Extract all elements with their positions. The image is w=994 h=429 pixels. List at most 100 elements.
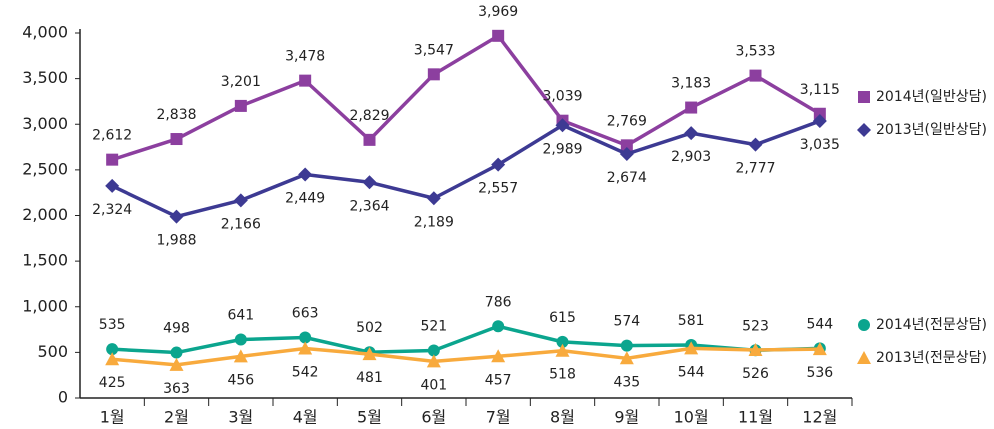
data-point [234,333,247,346]
data-label: 2,829 [349,108,389,124]
x-tick-label: 10월 [674,408,709,427]
data-point [619,146,634,161]
data-point [555,343,570,357]
x-tick-label: 1월 [100,408,125,427]
data-label: 3,969 [478,4,518,20]
data-point [170,346,183,359]
data-label: 615 [549,310,576,326]
series-line [112,346,820,367]
data-label: 581 [678,313,705,329]
data-label: 3,035 [800,137,840,153]
data-label: 544 [678,364,705,380]
data-point [298,167,313,182]
data-point [491,349,506,363]
x-tick-label: 7월 [486,408,511,427]
data-label: 2,769 [607,113,647,129]
data-point [684,341,699,355]
data-point [620,339,633,352]
data-point [106,343,119,356]
data-point [555,118,570,133]
y-tick-label: 0 [58,388,68,407]
data-label: 1,988 [156,233,196,249]
y-tick-label: 1,500 [22,251,68,270]
data-label: 3,478 [285,49,325,65]
data-point [748,137,763,152]
x-tick-label: 3월 [228,408,253,427]
data-label: 3,115 [800,82,840,98]
series-line [111,34,821,162]
data-label: 3,201 [221,74,261,90]
data-label: 2,449 [285,191,325,207]
data-point [492,320,505,333]
data-label: 363 [163,381,190,397]
x-tick-label: 12월 [802,408,837,427]
y-tick-label: 3,500 [22,68,68,87]
y-tick-label: 500 [37,342,68,361]
data-point [299,74,312,87]
data-point [233,349,248,363]
data-point [233,193,248,208]
data-point [491,157,506,172]
data-point [362,347,377,361]
data-label: 502 [356,320,383,336]
data-point [684,126,699,141]
data-label: 2,557 [478,181,518,197]
data-point [105,352,120,366]
data-label: 425 [99,375,126,391]
data-label: 3,183 [671,76,711,92]
data-label: 3,039 [542,89,582,105]
data-point [234,99,247,112]
data-label: 536 [806,365,833,381]
data-point [169,209,184,224]
y-tick-label: 1,000 [22,296,68,315]
data-label: 574 [613,314,640,330]
x-tick-label: 5월 [357,408,382,427]
data-point [105,178,120,193]
data-point [556,335,569,348]
legend-label: 2013년(전문상담) [876,350,987,366]
data-label: 786 [485,294,512,310]
x-tick-label: 4월 [293,408,318,427]
legend-marker [857,123,871,137]
data-label: 523 [742,318,769,334]
y-tick-label: 2,000 [22,205,68,224]
data-label: 2,324 [92,202,132,218]
data-label: 641 [227,308,254,324]
data-label: 2,903 [671,149,711,165]
data-label: 2,364 [349,198,389,214]
data-point [427,344,440,357]
y-tick-label: 4,000 [22,23,68,42]
data-point [427,68,440,81]
series-line [111,119,821,219]
series-line [112,324,820,355]
data-label: 535 [99,317,126,333]
data-label: 456 [227,372,254,388]
data-point [169,357,184,371]
data-point [426,191,441,206]
data-label: 2,674 [607,170,647,186]
data-point [813,107,826,120]
x-tick-label: 8월 [550,408,575,427]
data-label: 498 [163,321,190,337]
data-label: 2,838 [156,107,196,123]
data-label: 401 [420,377,447,393]
x-tick-label: 2월 [164,408,189,427]
legend-marker [858,91,870,103]
data-label: 3,533 [735,44,775,60]
data-label: 2,189 [414,214,454,230]
data-point [299,331,312,344]
data-label: 481 [356,370,383,386]
x-tick-label: 11월 [738,408,773,427]
data-label: 663 [292,306,319,322]
data-point [363,133,376,146]
data-point [362,175,377,190]
data-point [812,342,827,356]
legend-label: 2014년(일반상담) [876,89,987,105]
data-point [426,354,441,368]
data-label: 521 [420,318,447,334]
data-point [749,69,762,82]
legend-label: 2014년(전문상담) [876,317,987,333]
legend-label: 2013년(일반상담) [876,122,987,138]
x-tick-label: 6월 [421,408,446,427]
